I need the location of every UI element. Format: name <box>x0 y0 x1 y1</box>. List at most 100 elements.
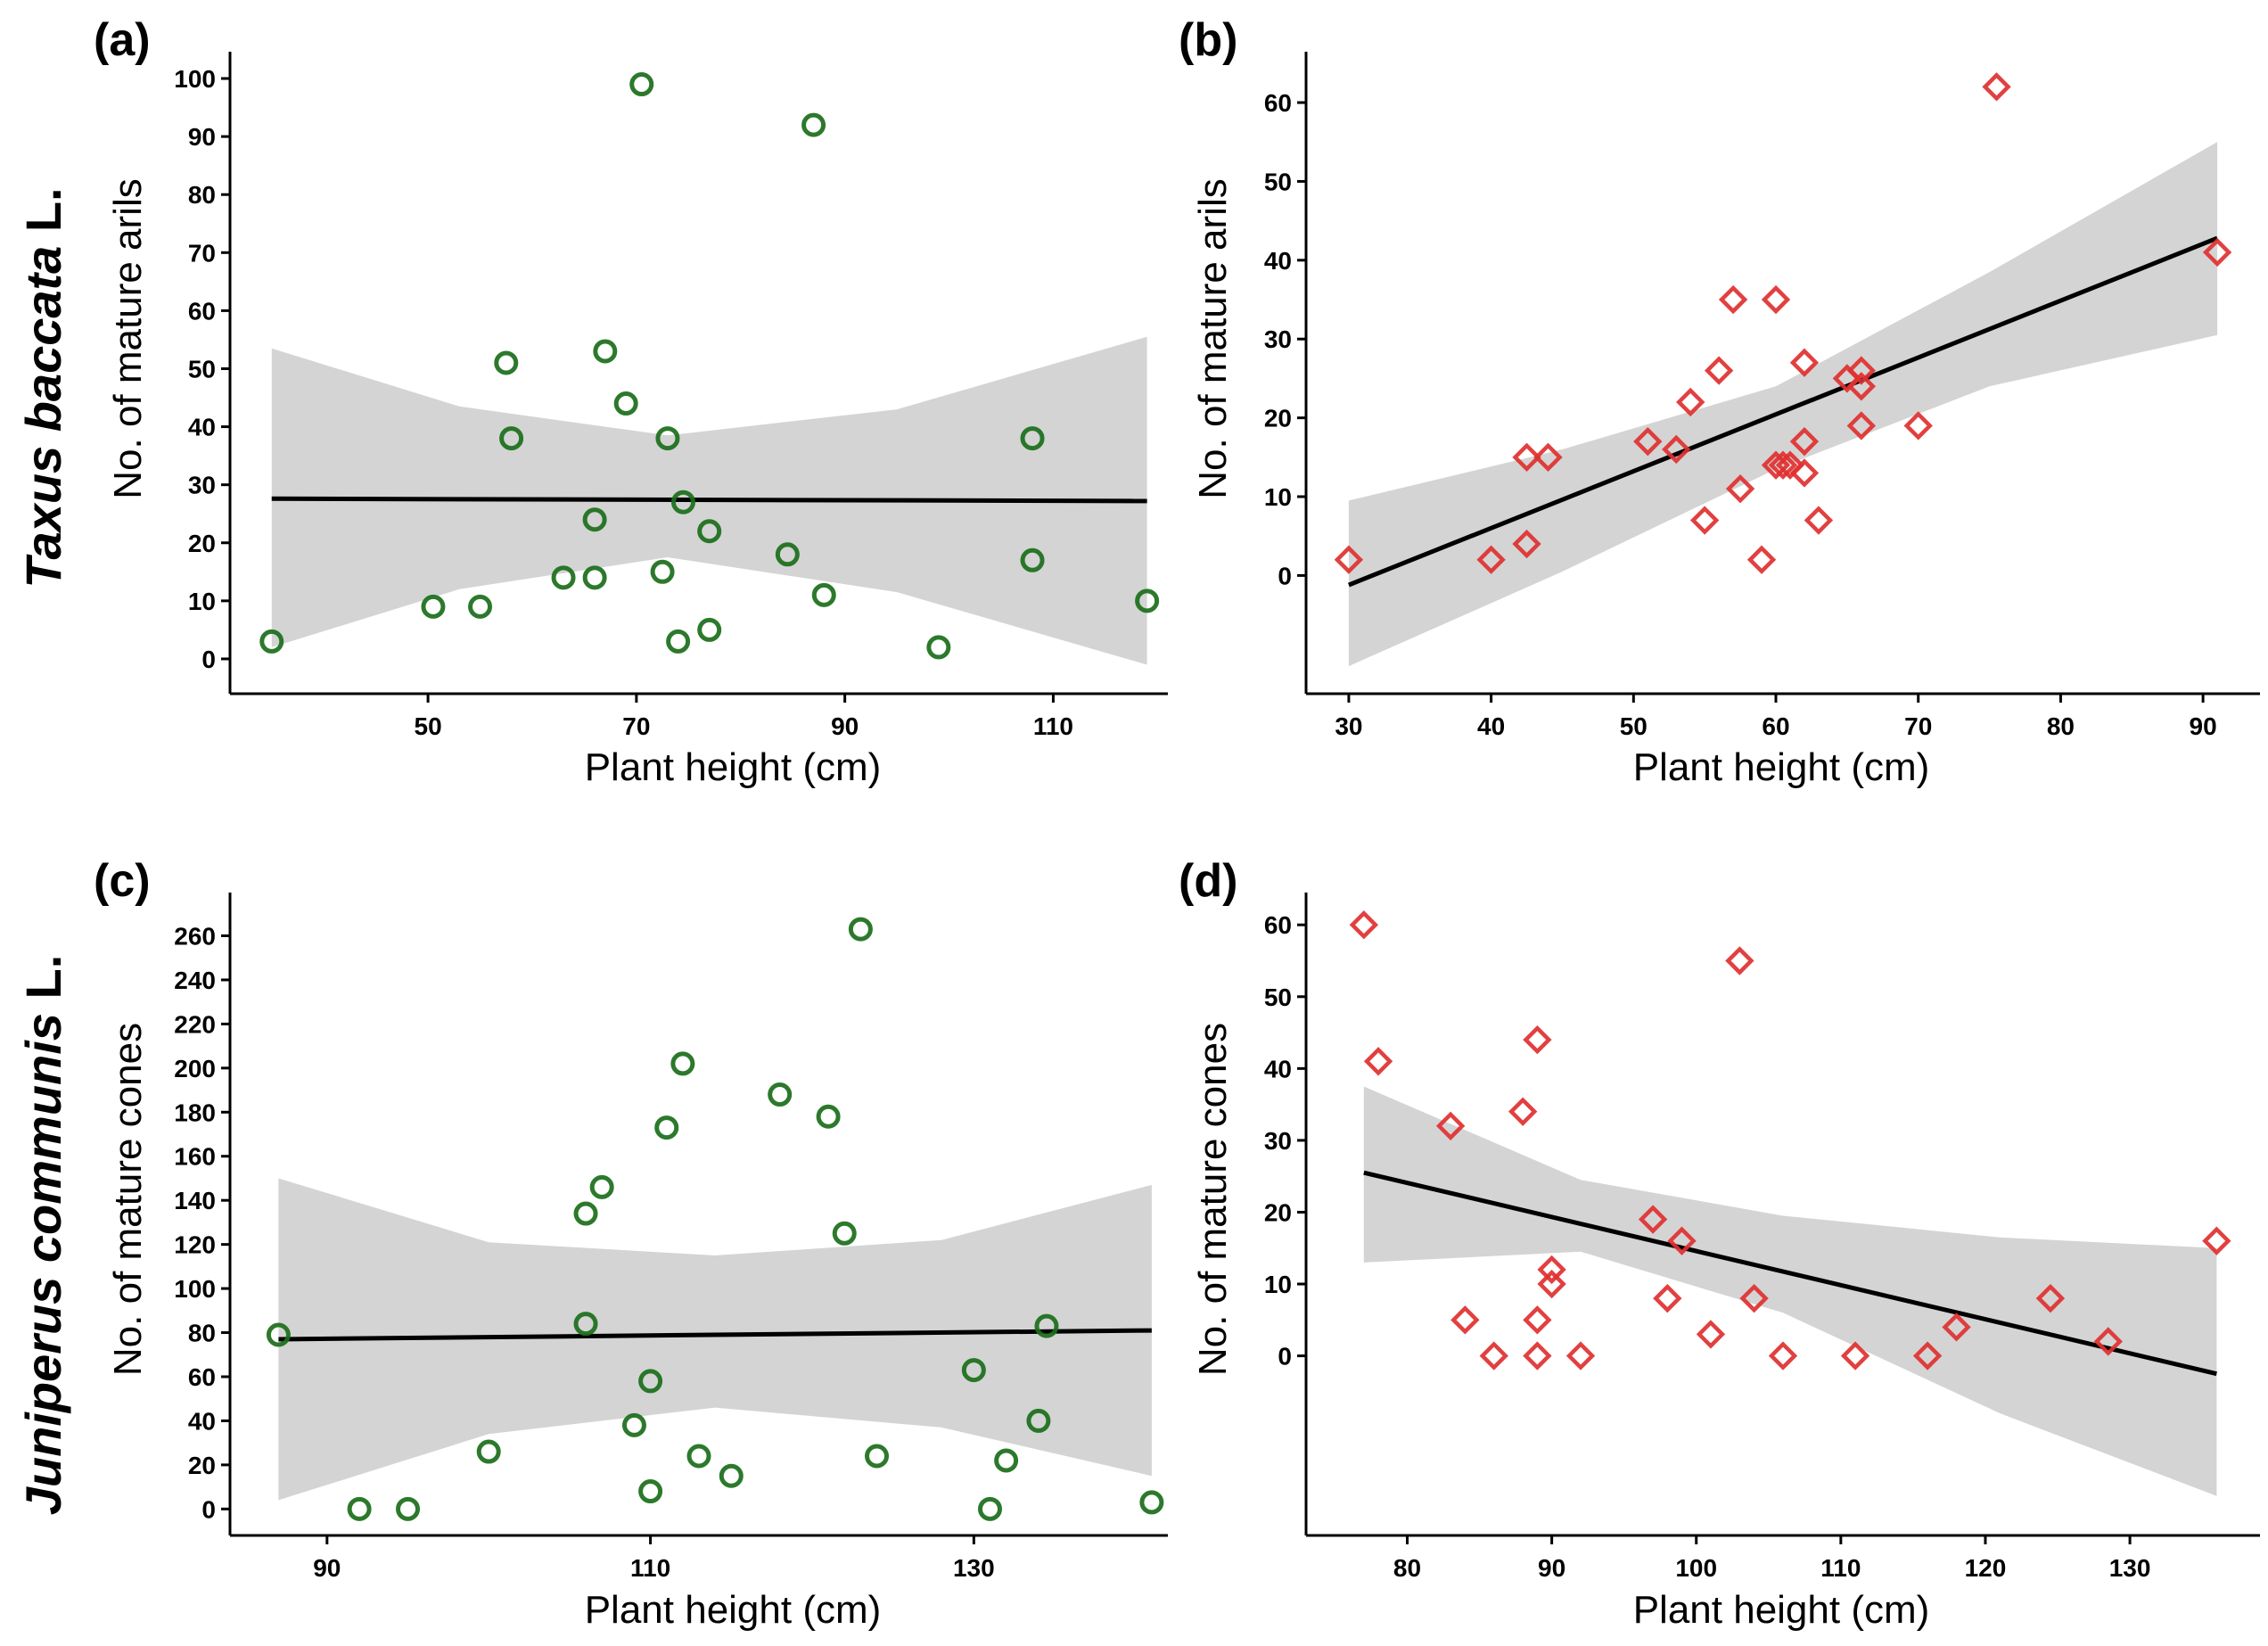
data-point-c-21 <box>977 1496 1002 1521</box>
y-tick-label-a-60: 60 <box>188 297 216 325</box>
data-point-d-9 <box>1523 1341 1552 1370</box>
data-point-b-19 <box>1789 426 1820 457</box>
data-point-c-14 <box>719 1463 744 1488</box>
data-point-b-12 <box>1725 473 1755 504</box>
data-point-c-23 <box>1026 1408 1051 1433</box>
panel-label-b: (b) <box>1179 14 1237 66</box>
x-tick-label-b-90: 90 <box>2190 712 2217 740</box>
row-label-taxus: Taxus baccata L. <box>15 187 71 588</box>
data-point-b-6 <box>1633 426 1663 457</box>
y-tick-label-b-40: 40 <box>1264 247 1292 275</box>
data-point-d-12 <box>1565 1341 1596 1370</box>
y-tick-label-d-0: 0 <box>1278 1343 1292 1370</box>
y-tick-label-d-40: 40 <box>1264 1055 1292 1082</box>
y-tick-label-b-10: 10 <box>1264 483 1292 511</box>
data-point-d-22 <box>1942 1313 1971 1342</box>
data-point-a-12 <box>650 559 675 584</box>
panel-c: (c) No. of mature cones Plant height (cm… <box>94 855 1168 1632</box>
data-point-a-2 <box>421 594 446 619</box>
data-point-d-6 <box>1508 1097 1538 1126</box>
panel-label-a: (a) <box>94 14 151 66</box>
data-point-c-1 <box>266 1322 291 1347</box>
data-point-c-12 <box>670 1051 695 1076</box>
data-point-d-21 <box>1912 1341 1943 1370</box>
y-tick-label-a-30: 30 <box>188 472 216 499</box>
y-axis-label-d: No. of mature cones <box>1191 1023 1235 1376</box>
data-point-a-15 <box>670 490 695 514</box>
y-tick-label-d-30: 30 <box>1264 1127 1292 1155</box>
data-point-b-3 <box>1512 442 1541 472</box>
data-point-d-8 <box>1523 1305 1552 1335</box>
data-point-c-17 <box>832 1221 857 1246</box>
data-point-d-16 <box>1696 1320 1726 1349</box>
y-tick-label-b-60: 60 <box>1264 89 1292 117</box>
data-point-a-18 <box>775 542 800 567</box>
data-point-c-19 <box>865 1444 890 1469</box>
data-point-b-23 <box>1846 356 1877 385</box>
data-point-b-20 <box>1789 458 1820 488</box>
data-point-c-10 <box>638 1479 663 1504</box>
data-point-d-2 <box>1363 1047 1393 1076</box>
data-point-b-18 <box>1789 348 1820 377</box>
x-tick-label-d-100: 100 <box>1675 1554 1717 1582</box>
data-point-b-10 <box>1704 356 1734 385</box>
data-point-d-13 <box>1638 1205 1668 1234</box>
row-label-juniperus-suffix: L. <box>15 955 71 1013</box>
data-point-a-16 <box>697 519 722 544</box>
x-tick-label-b-50: 50 <box>1620 712 1648 740</box>
x-axis-label-c: Plant height (cm) <box>585 1588 882 1632</box>
data-point-a-10 <box>613 391 638 416</box>
y-tick-label-d-20: 20 <box>1264 1198 1292 1226</box>
data-point-a-13 <box>655 426 680 451</box>
data-point-d-1 <box>1349 910 1379 940</box>
data-point-d-14 <box>1653 1283 1682 1313</box>
x-axis-label-a: Plant height (cm) <box>585 745 882 789</box>
data-point-b-16 <box>1768 450 1798 480</box>
data-point-d-7 <box>1523 1025 1552 1055</box>
data-point-a-4 <box>494 350 519 375</box>
x-tick-label-c-110: 110 <box>630 1554 670 1582</box>
data-point-d-15 <box>1667 1226 1697 1255</box>
data-point-a-20 <box>811 582 836 607</box>
row-label-juniperus-genus: Juniperus communis <box>15 1013 71 1515</box>
confidence-band-c <box>278 1178 1152 1501</box>
data-point-c-16 <box>816 1104 841 1129</box>
x-tick-label-b-80: 80 <box>2047 712 2075 740</box>
data-point-b-28 <box>2202 237 2232 267</box>
y-axis-label-b: No. of mature arils <box>1191 178 1235 498</box>
data-point-b-13 <box>1746 545 1777 574</box>
x-tick-label-c-90: 90 <box>313 1554 341 1582</box>
data-point-b-25 <box>1846 411 1877 440</box>
y-axis-label-a: No. of mature arils <box>106 178 150 498</box>
x-axis-label-d: Plant height (cm) <box>1633 1588 1930 1632</box>
data-point-d-23 <box>2035 1283 2066 1313</box>
x-tick-label-b-60: 60 <box>1762 712 1789 740</box>
panel-b: (b) No. of mature arils Plant height (cm… <box>1179 14 2260 789</box>
data-point-b-17 <box>1775 450 1805 480</box>
x-tick-label-d-80: 80 <box>1393 1554 1421 1582</box>
data-point-c-7 <box>589 1174 614 1199</box>
x-tick-label-d-120: 120 <box>1965 1554 2007 1582</box>
y-tick-label-b-30: 30 <box>1264 325 1292 353</box>
y-tick-label-d-60: 60 <box>1264 911 1292 939</box>
data-point-a-24 <box>1135 588 1160 613</box>
data-point-c-13 <box>686 1444 711 1469</box>
y-tick-label-b-0: 0 <box>1278 562 1292 589</box>
data-point-c-6 <box>573 1312 598 1337</box>
y-tick-label-b-20: 20 <box>1264 405 1292 432</box>
panel-d: (d) No. of mature cones Plant height (cm… <box>1179 855 2260 1632</box>
data-point-c-20 <box>961 1358 986 1383</box>
data-point-d-20 <box>1840 1341 1870 1370</box>
data-point-a-19 <box>801 112 826 137</box>
x-tick-label-b-70: 70 <box>1904 712 1932 740</box>
data-point-b-8 <box>1676 387 1705 417</box>
row-label-taxus-genus: Taxus baccata <box>15 246 71 588</box>
y-tick-label-a-0: 0 <box>201 646 216 673</box>
data-point-a-6 <box>551 565 576 590</box>
y-tick-label-c-260: 260 <box>174 923 216 951</box>
x-tick-label-a-50: 50 <box>415 712 442 740</box>
data-point-d-3 <box>1435 1111 1466 1140</box>
x-tick-label-a-90: 90 <box>831 712 859 740</box>
y-tick-label-c-80: 80 <box>188 1320 216 1347</box>
